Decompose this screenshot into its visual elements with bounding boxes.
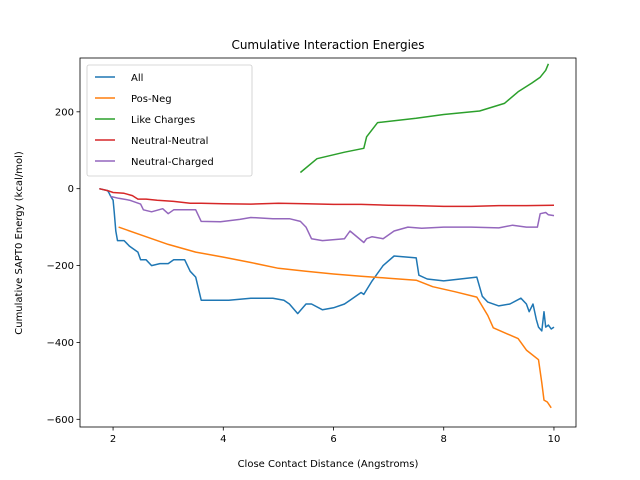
y-axis-label: Cumulative SAPT0 Energy (kcal/mol) [14, 151, 25, 335]
plot-area [99, 63, 555, 409]
axes-frame [79, 57, 577, 428]
legend: All Pos-Neg Like Charges Neutral-Neutral Neu… [86, 64, 253, 177]
y-tick-label: −400 [47, 338, 74, 349]
x-tick-label: 4 [220, 434, 226, 445]
x-axis-label: Close Contact Distance (Angstroms) [238, 459, 419, 470]
legend-entry-label: Like Charges [131, 115, 195, 126]
chart-title: Cumulative Interaction Energies [231, 38, 424, 52]
y-tick-label: 200 [55, 107, 74, 118]
legend-entry-label: All [131, 73, 143, 84]
legend-entry-label: Neutral-Charged [131, 157, 214, 168]
axes: 2 4 6 8 10 −600 −400 −200 0 200 [47, 57, 577, 445]
series-line-neutral-neutral [99, 187, 555, 208]
legend-box [86, 64, 253, 177]
series-line-pos-neg [118, 226, 552, 409]
y-tick-label: −600 [47, 415, 74, 426]
x-tick-label: 2 [110, 434, 116, 445]
series-line-all [99, 187, 555, 332]
series-line-like-charges [299, 63, 550, 174]
x-tick-label: 8 [441, 434, 447, 445]
x-tick-label: 10 [548, 434, 561, 445]
series-line-neutral-charged [110, 195, 555, 244]
x-tick-label: 6 [330, 434, 336, 445]
legend-entry-label: Neutral-Neutral [131, 136, 208, 147]
legend-entry-label: Pos-Neg [131, 94, 172, 105]
y-tick-label: −200 [47, 261, 74, 272]
y-tick-label: 0 [68, 184, 74, 195]
